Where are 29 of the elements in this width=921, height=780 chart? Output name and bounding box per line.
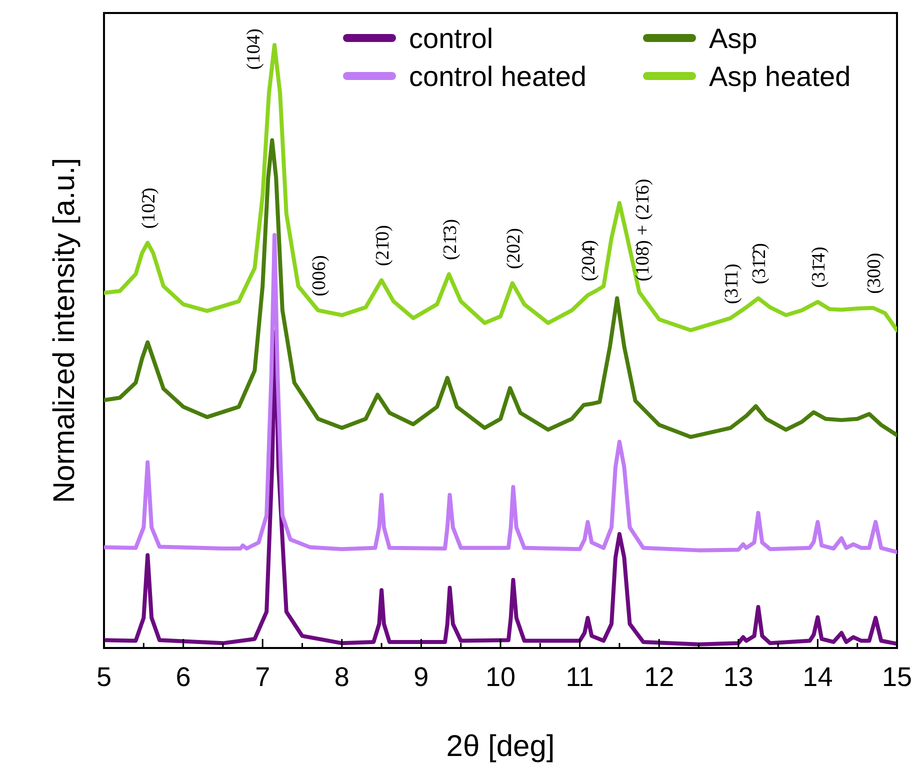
annotation: (202) <box>503 228 524 270</box>
x-tick-label: 12 <box>644 662 674 692</box>
annotation: (31̄2̄) <box>749 243 770 284</box>
x-tick-label: 13 <box>723 662 754 692</box>
x-tick-label: 15 <box>882 662 912 692</box>
x-tick-label: 14 <box>802 662 833 692</box>
annotation: (21̄3) <box>440 218 461 260</box>
annotation: (102̄) <box>138 188 160 229</box>
annotation: (21̄0) <box>372 225 394 266</box>
x-tick-label: 7 <box>255 662 270 692</box>
legend-label: Asp heated <box>709 61 851 92</box>
x-tick-label: 11 <box>566 662 594 692</box>
annotation: (300) <box>864 252 886 294</box>
annotation: (108̄) + (21̄6) <box>632 178 654 282</box>
annotation: (204̄) <box>578 240 600 282</box>
y-axis-title: Normalized intensity [a.u.] <box>48 158 81 504</box>
x-tick-label: 8 <box>334 662 350 692</box>
legend-label: Asp <box>709 23 758 54</box>
x-tick-label: 9 <box>414 662 429 692</box>
annotation: (31̄1) <box>721 264 742 304</box>
x-tick-label: 10 <box>485 662 516 692</box>
x-axis-title: 2θ [deg] <box>446 730 555 763</box>
x-tick-label: 5 <box>96 662 112 692</box>
legend-label: control heated <box>409 61 586 92</box>
x-tick-label: 6 <box>176 662 191 692</box>
annotation: (006) <box>309 255 330 296</box>
annotation: (31̄4) <box>808 246 830 288</box>
legend-label: control <box>409 23 494 54</box>
annotation: (104) <box>243 28 264 70</box>
